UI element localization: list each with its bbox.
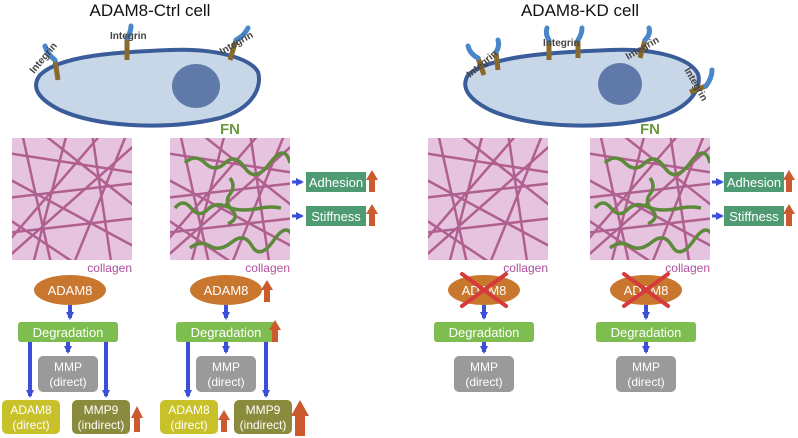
- svg-text:MMP9: MMP9: [246, 403, 281, 417]
- svg-text:(direct): (direct): [627, 375, 664, 389]
- adam8-direct-node: [160, 400, 218, 434]
- adhesion-tag-kd: Adhesion: [712, 170, 795, 192]
- collagen-label: collagen: [665, 261, 710, 275]
- integrin: Integrin: [543, 25, 585, 60]
- svg-text:(indirect): (indirect): [78, 418, 125, 432]
- mmp-direct-node: [454, 356, 514, 392]
- pathway-ctrl-2: ADAM8 Degradation MMP (direct) ADAM8 (di…: [160, 275, 309, 436]
- degradation-node: [596, 322, 696, 342]
- svg-text:MMP: MMP: [212, 360, 240, 374]
- svg-text:Integrin: Integrin: [543, 38, 580, 49]
- adhesion-tag-ctrl: Adhesion: [292, 170, 378, 192]
- up-arrow-icon: [783, 170, 795, 192]
- svg-text:(direct): (direct): [12, 418, 49, 432]
- integrin: Integrin: [110, 23, 147, 60]
- kd-cell: Integrin Integrin Integrin Integrin: [463, 25, 715, 128]
- svg-text:(direct): (direct): [207, 375, 244, 389]
- adam8-direct-node: [2, 400, 60, 434]
- svg-text:ADAM8: ADAM8: [48, 283, 93, 298]
- pathway-ctrl-1: ADAM8 Degradation MMP (direct) ADAM8 (di…: [2, 275, 143, 434]
- svg-text:MMP: MMP: [54, 360, 82, 374]
- stiffness-tag-ctrl: Stiffness: [292, 204, 378, 226]
- fn-label-ctrl: FN: [220, 121, 240, 138]
- svg-text:MMP9: MMP9: [84, 403, 119, 417]
- degradation-node: [176, 322, 276, 342]
- cell-body: [34, 47, 261, 128]
- svg-text:(direct): (direct): [49, 375, 86, 389]
- collagen-matrix-ctrl-2: [170, 138, 290, 260]
- svg-text:Stiffness: Stiffness: [729, 209, 779, 224]
- up-arrow-icon: [261, 280, 273, 302]
- svg-text:Degradation: Degradation: [449, 325, 520, 340]
- mmp-direct-node: [616, 356, 676, 392]
- adam8-node: [34, 275, 106, 305]
- collagen-matrix-kd-2: [590, 138, 710, 260]
- svg-text:Integrin: Integrin: [218, 30, 255, 58]
- pathway-kd-2: ADAM8 Degradation MMP (direct): [596, 272, 696, 392]
- stiffness-tag-kd: Stiffness: [712, 204, 795, 226]
- mmp-direct-node: [196, 356, 256, 392]
- adam8-node: [190, 275, 262, 305]
- svg-text:Stiffness: Stiffness: [311, 209, 361, 224]
- svg-text:(direct): (direct): [465, 375, 502, 389]
- degradation-node: [434, 322, 534, 342]
- cell-body: [463, 47, 701, 128]
- up-arrow-icon: [269, 320, 281, 342]
- svg-text:(direct): (direct): [170, 418, 207, 432]
- pathway-kd-1: ADAM8 Degradation MMP (direct): [434, 272, 534, 392]
- up-arrow-icon: [366, 204, 378, 226]
- integrin: Integrin: [218, 25, 255, 61]
- up-arrow-icon: [291, 400, 309, 436]
- collagen-label: collagen: [245, 261, 290, 275]
- svg-text:Adhesion: Adhesion: [727, 175, 781, 190]
- mmp9-indirect-node: [234, 400, 292, 434]
- svg-text:MMP: MMP: [632, 360, 660, 374]
- collagen-label: collagen: [87, 261, 132, 275]
- svg-text:(indirect): (indirect): [240, 418, 287, 432]
- svg-text:Degradation: Degradation: [33, 325, 104, 340]
- collagen-matrix-kd-1: [428, 138, 548, 260]
- fn-label-kd: FN: [640, 121, 660, 138]
- svg-text:ADAM8: ADAM8: [10, 403, 52, 417]
- up-arrow-icon: [131, 406, 143, 432]
- svg-text:Adhesion: Adhesion: [309, 175, 363, 190]
- nucleus: [172, 64, 220, 108]
- nucleus: [598, 63, 642, 105]
- title-ctrl: ADAM8-Ctrl cell: [90, 1, 211, 20]
- collagen-matrix-ctrl-1: [12, 138, 132, 260]
- degradation-node: [18, 322, 118, 342]
- svg-text:Integrin: Integrin: [110, 31, 147, 42]
- mmp-direct-node: [38, 356, 98, 392]
- svg-text:ADAM8: ADAM8: [204, 283, 249, 298]
- svg-text:MMP: MMP: [470, 360, 498, 374]
- svg-text:Degradation: Degradation: [191, 325, 262, 340]
- up-arrow-icon: [218, 410, 230, 432]
- collagen-label: collagen: [503, 261, 548, 275]
- up-arrow-icon: [783, 204, 795, 226]
- svg-text:ADAM8: ADAM8: [168, 403, 210, 417]
- svg-text:Degradation: Degradation: [611, 325, 682, 340]
- up-arrow-icon: [366, 170, 378, 192]
- mmp9-indirect-node: [72, 400, 130, 434]
- cross-icon: [460, 272, 508, 308]
- ctrl-cell: Integrin Integrin Integrin: [28, 23, 261, 128]
- cross-icon: [622, 272, 670, 308]
- title-kd: ADAM8-KD cell: [521, 1, 639, 20]
